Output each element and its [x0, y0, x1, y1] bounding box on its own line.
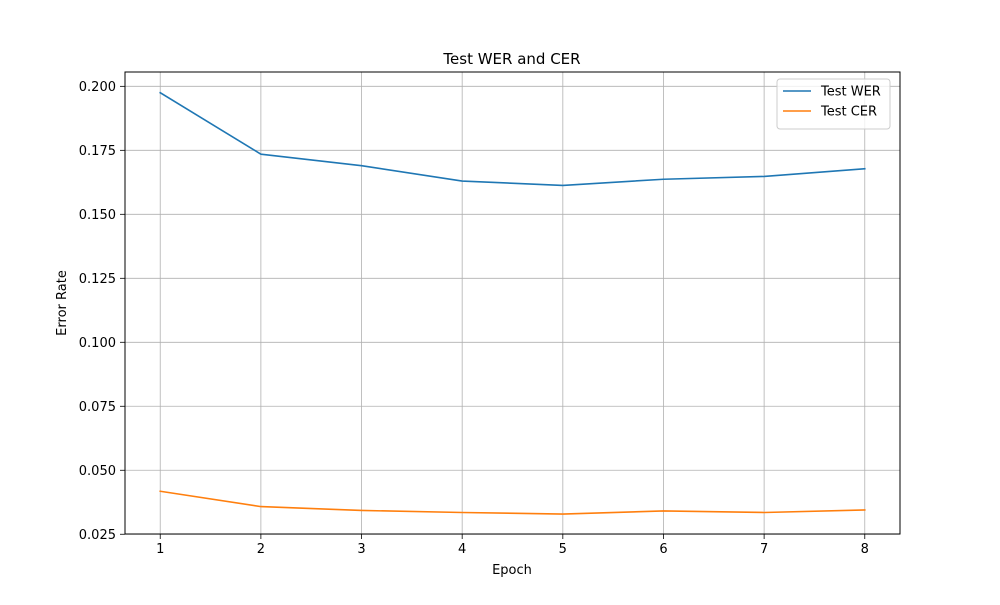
series-lines — [159, 91, 866, 515]
plot-frame — [124, 71, 901, 535]
y-tick-label: 0.050 — [79, 464, 116, 479]
y-axis-label: Error Rate — [55, 270, 70, 336]
x-tick-label: 3 — [357, 542, 365, 557]
series-line-test-wer — [159, 91, 866, 187]
x-tick-label: 5 — [559, 542, 567, 557]
x-tick-label: 2 — [257, 542, 265, 557]
series-line-test-cer — [159, 490, 866, 515]
x-axis-ticks: 1 2 3 4 5 6 7 8 — [156, 534, 869, 557]
x-axis-label: Epoch — [492, 563, 532, 578]
chart-title: Test WER and CER — [442, 50, 580, 68]
legend-label: Test CER — [820, 105, 877, 120]
x-tick-label: 7 — [760, 542, 768, 557]
legend: Test WER Test CER — [776, 78, 891, 130]
y-axis-ticks: 0.025 0.050 0.075 0.100 0.125 0.150 0.175 0.200 — [79, 80, 125, 543]
y-tick-label: 0.175 — [79, 144, 116, 159]
y-tick-label: 0.125 — [79, 272, 116, 287]
y-tick-label: 0.200 — [79, 80, 116, 95]
legend-label: Test WER — [820, 85, 881, 100]
y-tick-label: 0.075 — [79, 400, 116, 415]
y-tick-label: 0.150 — [79, 208, 116, 223]
x-tick-label: 1 — [156, 542, 164, 557]
x-tick-label: 4 — [458, 542, 466, 557]
y-tick-label: 0.025 — [79, 528, 116, 543]
y-tick-label: 0.100 — [79, 336, 116, 351]
x-tick-label: 8 — [861, 542, 869, 557]
x-tick-label: 6 — [659, 542, 667, 557]
